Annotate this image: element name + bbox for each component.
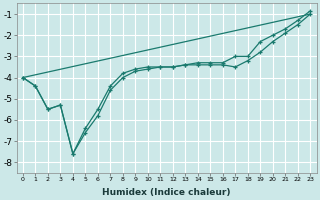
- X-axis label: Humidex (Indice chaleur): Humidex (Indice chaleur): [102, 188, 231, 197]
